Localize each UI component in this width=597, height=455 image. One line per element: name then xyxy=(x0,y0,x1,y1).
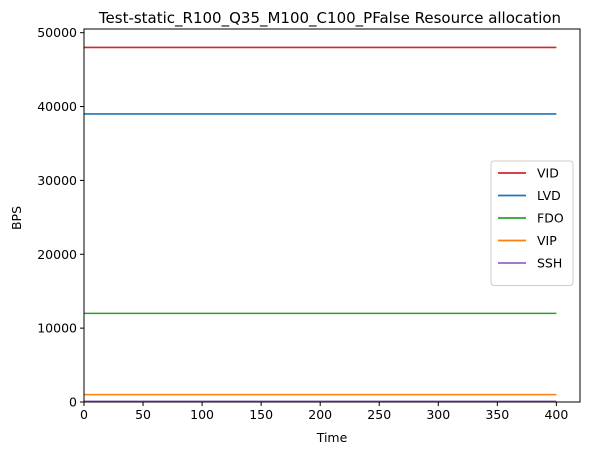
y-tick-label: 30000 xyxy=(37,173,77,188)
x-tick-label: 50 xyxy=(135,407,151,422)
y-axis: 0 10000 20000 30000 40000 50000 xyxy=(37,25,84,410)
legend-label-ssh: SSH xyxy=(537,256,562,271)
y-tick-label: 10000 xyxy=(37,321,77,336)
axes-frame xyxy=(83,28,581,403)
x-tick-label: 0 xyxy=(80,407,88,422)
chart-title: Test-static_R100_Q35_M100_C100_PFalse Re… xyxy=(98,9,561,28)
y-tick-label: 50000 xyxy=(37,25,77,40)
legend-label-fdo: FDO xyxy=(537,211,564,226)
legend-label-vid: VID xyxy=(537,166,559,181)
legend: VID LVD FDO VIP SSH xyxy=(490,160,574,286)
x-tick-label: 150 xyxy=(249,407,273,422)
y-axis-label: BPS xyxy=(9,206,24,230)
legend-label-vip: VIP xyxy=(537,233,557,248)
x-axis: 0 50 100 150 200 250 300 350 400 xyxy=(80,402,568,422)
x-axis-label: Time xyxy=(316,430,348,445)
y-tick-label: 0 xyxy=(69,395,77,410)
x-tick-label: 350 xyxy=(485,407,509,422)
x-tick-label: 200 xyxy=(308,407,332,422)
x-tick-label: 300 xyxy=(426,407,450,422)
legend-label-lvd: LVD xyxy=(537,188,561,203)
plot-area xyxy=(84,46,557,403)
x-tick-label: 400 xyxy=(544,407,568,422)
y-tick-label: 40000 xyxy=(37,99,77,114)
x-tick-label: 250 xyxy=(367,407,391,422)
y-tick-label: 20000 xyxy=(37,247,77,262)
x-tick-label: 100 xyxy=(190,407,214,422)
legend-box xyxy=(490,160,574,286)
